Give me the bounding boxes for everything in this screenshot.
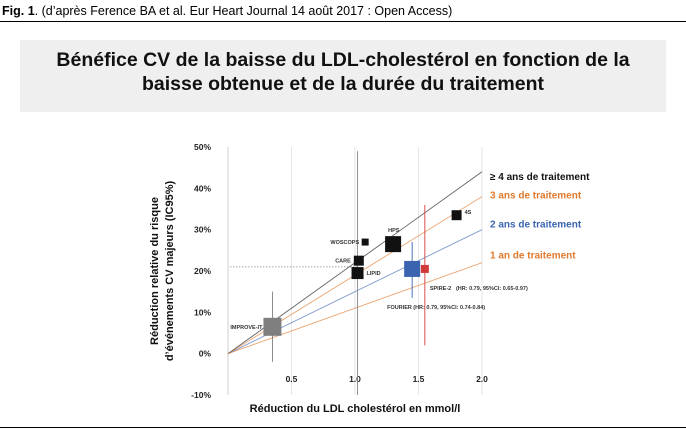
- trial-marker: [451, 210, 462, 221]
- line-label: ≥ 4 ans de traitement: [490, 172, 590, 183]
- y-axis-label-line1: Réduction relative du risque: [149, 197, 161, 345]
- line-label: 2 ans de traitement: [490, 219, 582, 230]
- trial-note: (HR: 0.79, 95%CI: 0.65-0.97): [456, 286, 528, 292]
- trial-marker: [404, 260, 421, 277]
- trial-label: CARE: [335, 259, 351, 265]
- y-tick-label: 10%: [194, 307, 211, 317]
- title-background: [20, 40, 666, 112]
- x-tick-label: 2.0: [476, 374, 488, 384]
- y-tick-label: -10%: [191, 390, 211, 400]
- chart-title: Bénéfice CV de la baisse du LDL-cholesté…: [20, 48, 666, 96]
- chart-title-line2: baisse obtenue et de la durée du traitem…: [141, 73, 545, 95]
- trial-label: SPIRE-2: [430, 286, 451, 292]
- y-tick-label: 30%: [194, 225, 211, 235]
- trial-label: LIPID: [367, 271, 381, 277]
- trial-marker: [351, 267, 364, 280]
- x-tick-label: 1.0: [349, 374, 361, 384]
- trial-label: FOURIER: [387, 305, 412, 311]
- line-label: 1 an de traitement: [490, 250, 576, 261]
- regression-line: [227, 262, 483, 355]
- chart-title-line1: Bénéfice CV de la baisse du LDL-cholesté…: [56, 49, 630, 71]
- x-axis-label: Réduction du LDL cholestérol en mmol/l: [250, 403, 461, 415]
- bottom-rule: [0, 427, 686, 428]
- trial-marker: [353, 255, 364, 266]
- trial-label: IMPROVE-IT: [230, 325, 263, 331]
- y-tick-label: 50%: [194, 142, 211, 152]
- trial-marker: [385, 236, 402, 253]
- y-tick-label: 0%: [199, 349, 212, 359]
- y-tick-label: 20%: [194, 266, 211, 276]
- figure-label: Fig. 1: [2, 4, 35, 18]
- trial-note: (HR: 0.79, 95%CI: 0.74-0.84): [413, 305, 485, 311]
- trial-marker: [263, 317, 282, 336]
- trial-label: WOSCOPS: [330, 240, 359, 246]
- figure-caption: Fig. 1. (d’après Ference BA et al. Eur H…: [0, 0, 686, 22]
- x-tick-label: 1.5: [413, 374, 425, 384]
- y-tick-label: 40%: [194, 183, 211, 193]
- trial-label: 4S: [465, 210, 472, 216]
- line-label: 3 ans de traitement: [490, 191, 582, 202]
- trial-label: HPS: [388, 228, 400, 234]
- trial-marker: [420, 264, 429, 273]
- x-tick-label: 0.5: [286, 374, 298, 384]
- figure-caption-text: . (d’après Ference BA et al. Eur Heart J…: [34, 4, 453, 18]
- trial-marker: [361, 238, 369, 246]
- y-axis-label-line2: d’événements CV majeurs (IC95%): [164, 180, 176, 361]
